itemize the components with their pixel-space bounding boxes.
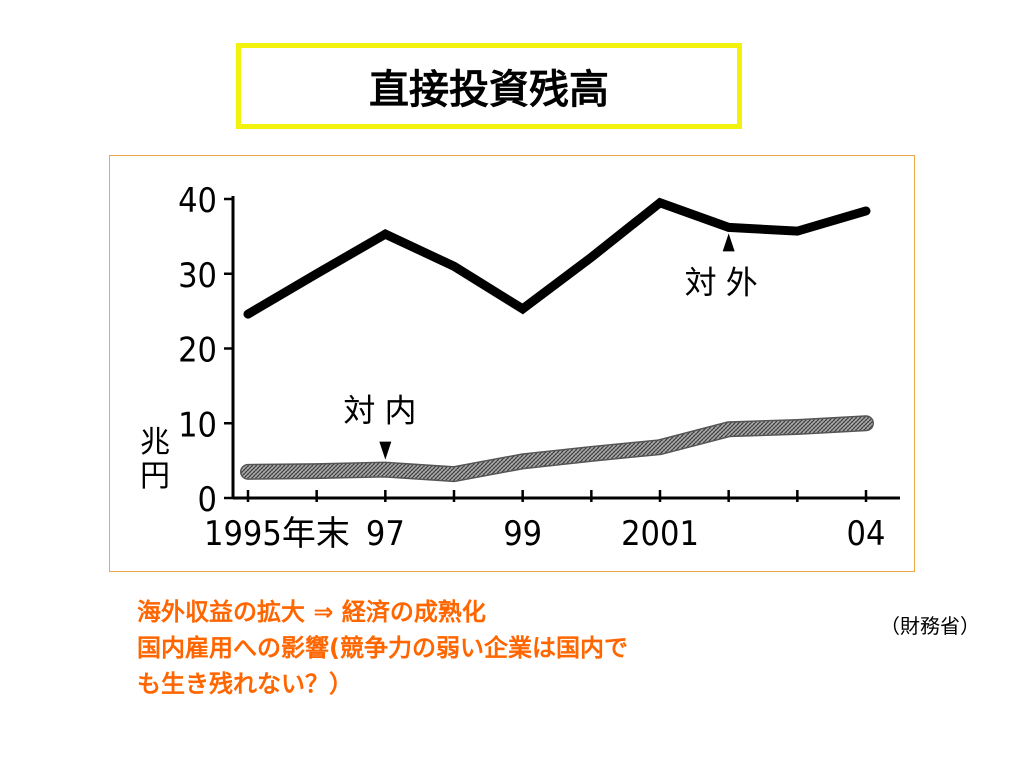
series-line-domestic	[241, 416, 873, 481]
chart-frame: 0 10 20 30 40 1995年末 97 99 2001 04 兆円 対 外対 内	[109, 155, 915, 572]
note-line-1: 海外収益の拡大 ⇒ 経済の成熟化	[137, 598, 486, 626]
y-tick-label: 10	[178, 405, 217, 445]
y-axis-label: 兆円	[140, 425, 170, 494]
x-tick-label: 04	[847, 514, 886, 554]
y-tick-label: 40	[178, 181, 217, 221]
series-label-outward: 対 外	[685, 263, 758, 301]
annotation-arrow-domestic	[379, 441, 392, 460]
y-tick-label: 20	[178, 331, 217, 371]
y-axis-label-char: 兆	[140, 425, 170, 460]
note-line-2: 国内雇用への影響(競争力の弱い企業は国内で	[137, 634, 628, 662]
y-tick-label: 0	[198, 480, 217, 520]
x-tick-label: 2001	[621, 514, 699, 554]
y-axis-label-char: 円	[140, 459, 170, 494]
commentary-notes: 海外収益の拡大 ⇒ 経済の成熟化 国内雇用への影響(競争力の弱い企業は国内で も…	[137, 594, 857, 702]
source-note: （財務省）	[880, 614, 980, 638]
x-tick-label: 99	[503, 514, 542, 554]
series-line-outward	[243, 197, 871, 319]
slide-title: 直接投資残高	[236, 43, 742, 129]
series-label-domestic: 対 内	[343, 392, 416, 430]
x-tick-label: 1995年末	[204, 514, 350, 554]
x-tick-label: 97	[366, 514, 405, 554]
line-chart: 0 10 20 30 40 1995年末 97 99 2001 04 兆円 対 外対 内	[140, 181, 900, 554]
y-tick-label: 30	[178, 256, 217, 296]
note-line-3: も生き残れない？）	[137, 670, 353, 698]
annotation-arrow-outward	[722, 233, 735, 252]
